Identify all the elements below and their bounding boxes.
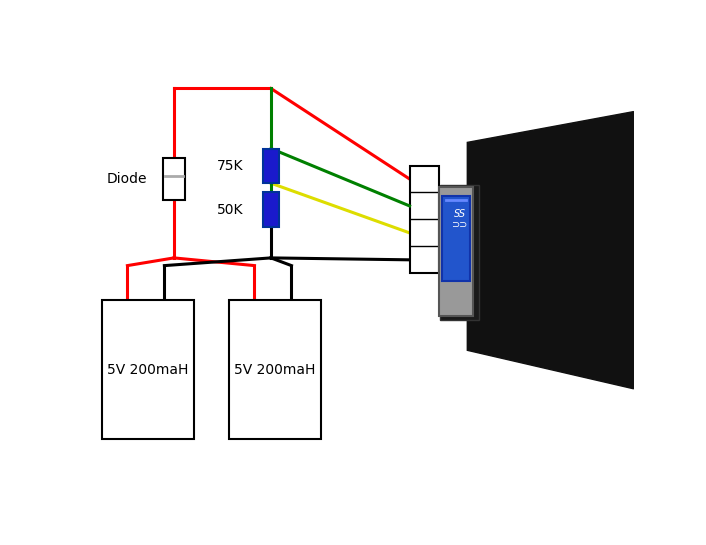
Bar <box>102 300 194 439</box>
Text: 5V 200maH: 5V 200maH <box>234 362 316 377</box>
Bar <box>441 185 479 319</box>
Polygon shape <box>467 112 634 389</box>
Bar <box>263 149 279 183</box>
Text: SS
⊃⊃: SS ⊃⊃ <box>452 209 468 230</box>
Bar <box>229 300 321 439</box>
Text: 50K: 50K <box>217 203 244 217</box>
Bar <box>442 196 469 281</box>
Text: Diode: Diode <box>107 172 148 186</box>
Text: 5V 200maH: 5V 200maH <box>107 362 189 377</box>
Bar <box>439 187 473 317</box>
Bar <box>409 166 439 273</box>
Text: 75K: 75K <box>217 159 244 173</box>
Bar <box>163 158 185 200</box>
Bar <box>263 192 279 227</box>
